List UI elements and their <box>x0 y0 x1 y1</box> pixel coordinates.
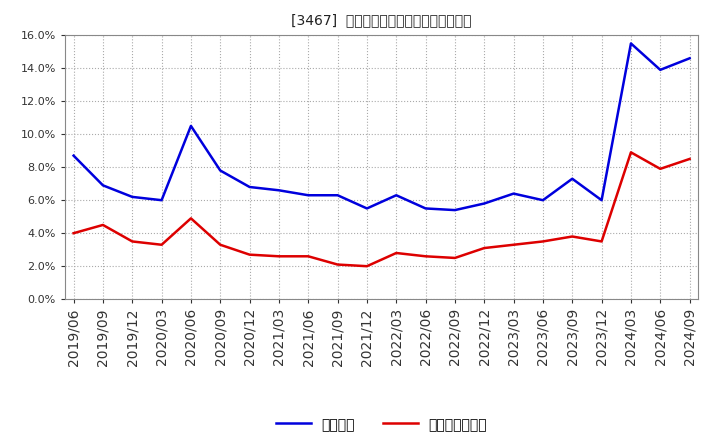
固定比率 <box>656 67 665 73</box>
固定長期適合率 <box>128 239 137 244</box>
固定長期適合率 <box>216 242 225 247</box>
固定長期適合率 <box>626 150 635 155</box>
固定比率 <box>216 168 225 173</box>
固定比率 <box>157 198 166 203</box>
固定比率 <box>626 41 635 46</box>
固定比率 <box>685 55 694 61</box>
固定比率 <box>128 194 137 200</box>
固定長期適合率 <box>421 253 430 259</box>
固定長期適合率 <box>246 252 254 257</box>
固定比率 <box>598 198 606 203</box>
Line: 固定比率: 固定比率 <box>73 44 690 210</box>
固定比率 <box>539 198 547 203</box>
固定比率 <box>509 191 518 196</box>
固定長期適合率 <box>598 239 606 244</box>
固定長期適合率 <box>685 156 694 161</box>
固定長期適合率 <box>304 253 312 259</box>
固定比率 <box>451 207 459 213</box>
固定長期適合率 <box>333 262 342 267</box>
Line: 固定長期適合率: 固定長期適合率 <box>73 152 690 266</box>
固定長期適合率 <box>99 222 107 227</box>
Legend: 固定比率, 固定長期適合率: 固定比率, 固定長期適合率 <box>270 411 493 437</box>
固定長期適合率 <box>539 239 547 244</box>
固定比率 <box>69 153 78 158</box>
固定長期適合率 <box>656 166 665 172</box>
固定比率 <box>304 193 312 198</box>
固定比率 <box>246 184 254 190</box>
固定比率 <box>333 193 342 198</box>
固定比率 <box>480 201 489 206</box>
固定長期適合率 <box>157 242 166 247</box>
固定長期適合率 <box>392 250 400 256</box>
固定長期適合率 <box>363 264 372 269</box>
固定長期適合率 <box>69 231 78 236</box>
固定比率 <box>363 206 372 211</box>
固定長期適合率 <box>480 246 489 251</box>
固定比率 <box>274 187 283 193</box>
固定長期適合率 <box>568 234 577 239</box>
固定長期適合率 <box>509 242 518 247</box>
固定長期適合率 <box>274 253 283 259</box>
固定長期適合率 <box>451 255 459 260</box>
固定比率 <box>99 183 107 188</box>
固定長期適合率 <box>186 216 195 221</box>
固定比率 <box>186 123 195 128</box>
Title: [3467]  固定比率、固定長期適合率の推移: [3467] 固定比率、固定長期適合率の推移 <box>292 13 472 27</box>
固定比率 <box>568 176 577 181</box>
固定比率 <box>392 193 400 198</box>
固定比率 <box>421 206 430 211</box>
